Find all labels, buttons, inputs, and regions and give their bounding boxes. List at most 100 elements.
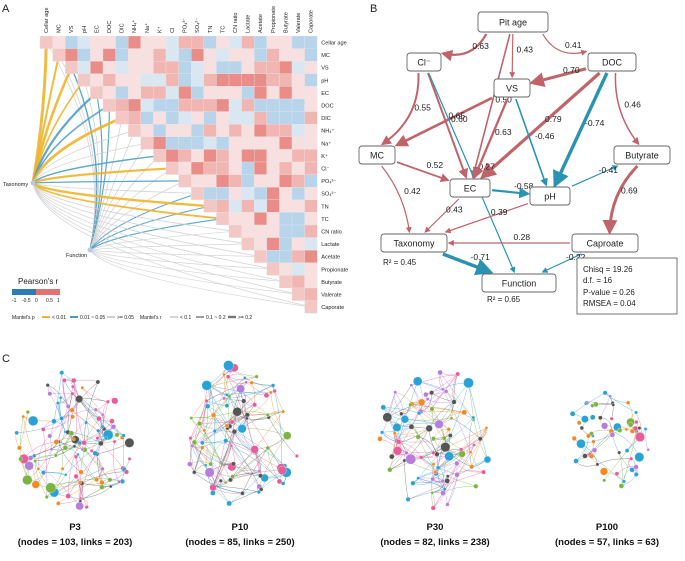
heatmap-cell <box>191 124 204 137</box>
network-node <box>209 483 217 492</box>
heatmap-cell <box>228 149 242 163</box>
heatmap-cell <box>65 35 78 49</box>
sem-path-mc-ec <box>396 161 450 183</box>
heatmap-cell <box>304 149 318 163</box>
sem-path-doc-butyrate <box>614 72 640 146</box>
heatmap-cell <box>102 48 116 62</box>
heatmap-cell <box>291 61 305 74</box>
mantel-link-taxonomy <box>32 182 261 257</box>
sem-coefficient-pit_age-cl: 0.63 <box>472 41 489 51</box>
heatmap-cell <box>191 174 204 188</box>
heatmap-cell <box>304 262 318 276</box>
mantel-link-function <box>89 167 173 251</box>
colorbar-pos <box>36 289 60 295</box>
heatmap-cell <box>279 161 293 175</box>
network-link <box>231 445 260 487</box>
heatmap-cell <box>90 48 104 62</box>
heatmap-cell <box>203 136 217 150</box>
network-node <box>430 476 435 482</box>
network-p100-title: P100 <box>596 522 618 533</box>
network-node <box>454 472 460 478</box>
sem-path-butyrate-caproate <box>602 164 639 235</box>
network-node <box>400 415 409 424</box>
heatmap-cell <box>77 35 91 49</box>
network-link <box>242 447 269 494</box>
heatmap-cell <box>128 48 141 62</box>
network-node <box>69 407 75 413</box>
heatmap-cell <box>241 111 255 125</box>
network-node <box>412 376 423 386</box>
heatmap-cell <box>254 212 267 226</box>
heatmap-column-labels: Cellar age MC VS pH EC DOC DIC NH₄⁺ Na⁺ K⁺ Cl PO₄³⁻… <box>44 6 315 33</box>
network-node <box>100 413 105 417</box>
heatmap-cell <box>216 73 230 87</box>
network-node <box>643 427 648 431</box>
network-link <box>77 454 103 488</box>
sem-node-cl <box>406 52 442 72</box>
network-node <box>114 432 120 438</box>
heatmap-cell <box>228 187 242 200</box>
network-link <box>425 388 443 395</box>
heatmap-cell <box>191 187 204 200</box>
sem-path-taxonomy-function <box>442 252 494 276</box>
network-link <box>268 417 298 457</box>
network-link <box>442 389 471 453</box>
network-node <box>225 393 229 397</box>
mantel-link-function <box>89 230 236 251</box>
heatmap-cell <box>228 35 242 49</box>
network-node <box>93 407 98 412</box>
heatmap-cell <box>203 124 217 137</box>
network-node <box>591 439 596 444</box>
heatmap-col-label: Na⁺ <box>144 23 151 33</box>
heatmap-cell <box>279 35 293 49</box>
heatmap-cell <box>191 149 204 163</box>
legend-p-item: >= 0.05 <box>117 315 134 321</box>
network-node <box>64 473 68 477</box>
network-node <box>53 453 58 458</box>
network-node <box>204 463 208 467</box>
mantel-link-function <box>89 249 261 257</box>
colorbar-tick: -1 <box>12 298 17 304</box>
heatmap-cell <box>178 48 192 62</box>
network-node <box>14 430 19 435</box>
network-node <box>201 380 212 391</box>
network-node <box>576 420 582 426</box>
heatmap-cell <box>279 224 293 238</box>
network-node <box>75 395 84 403</box>
heatmap-cell <box>216 48 230 62</box>
network-link <box>575 460 598 467</box>
network-node <box>226 500 232 507</box>
heatmap-cell <box>291 199 305 213</box>
heatmap-cell <box>254 111 267 125</box>
network-node <box>399 411 404 416</box>
heatmap-cell <box>254 174 267 188</box>
heatmap-row-label: SO₄²⁻ <box>321 192 336 198</box>
heatmap-cell <box>254 48 267 62</box>
sem-coefficient-taxonomy-function: -0.71 <box>471 252 491 262</box>
heatmap-row-label: DOC <box>321 104 333 110</box>
network-node <box>98 440 104 447</box>
network-node <box>425 424 433 432</box>
network-node <box>228 477 233 483</box>
mantel-link-function <box>89 249 286 283</box>
heatmap-cell <box>140 86 154 100</box>
network-node <box>124 469 129 475</box>
heatmap-cell <box>228 111 242 125</box>
network-node <box>110 424 117 430</box>
network-node <box>609 432 616 438</box>
network-node <box>18 456 24 462</box>
heatmap-cell <box>304 73 318 87</box>
heatmap-col-label: CN ratio <box>233 12 239 33</box>
sem-path-ec-taxonomy <box>424 198 460 233</box>
network-link <box>190 438 195 473</box>
mantel-link-taxonomy <box>32 142 148 184</box>
network-node <box>591 447 598 453</box>
network-p30-title: P30 <box>427 522 444 533</box>
network-link <box>96 468 124 480</box>
network-link <box>227 376 260 472</box>
network-node <box>626 400 631 405</box>
network-link <box>223 374 228 406</box>
heatmap-row-label: VS <box>321 66 329 72</box>
heatmap-cell <box>115 48 129 62</box>
mantel-link-function <box>89 243 248 251</box>
